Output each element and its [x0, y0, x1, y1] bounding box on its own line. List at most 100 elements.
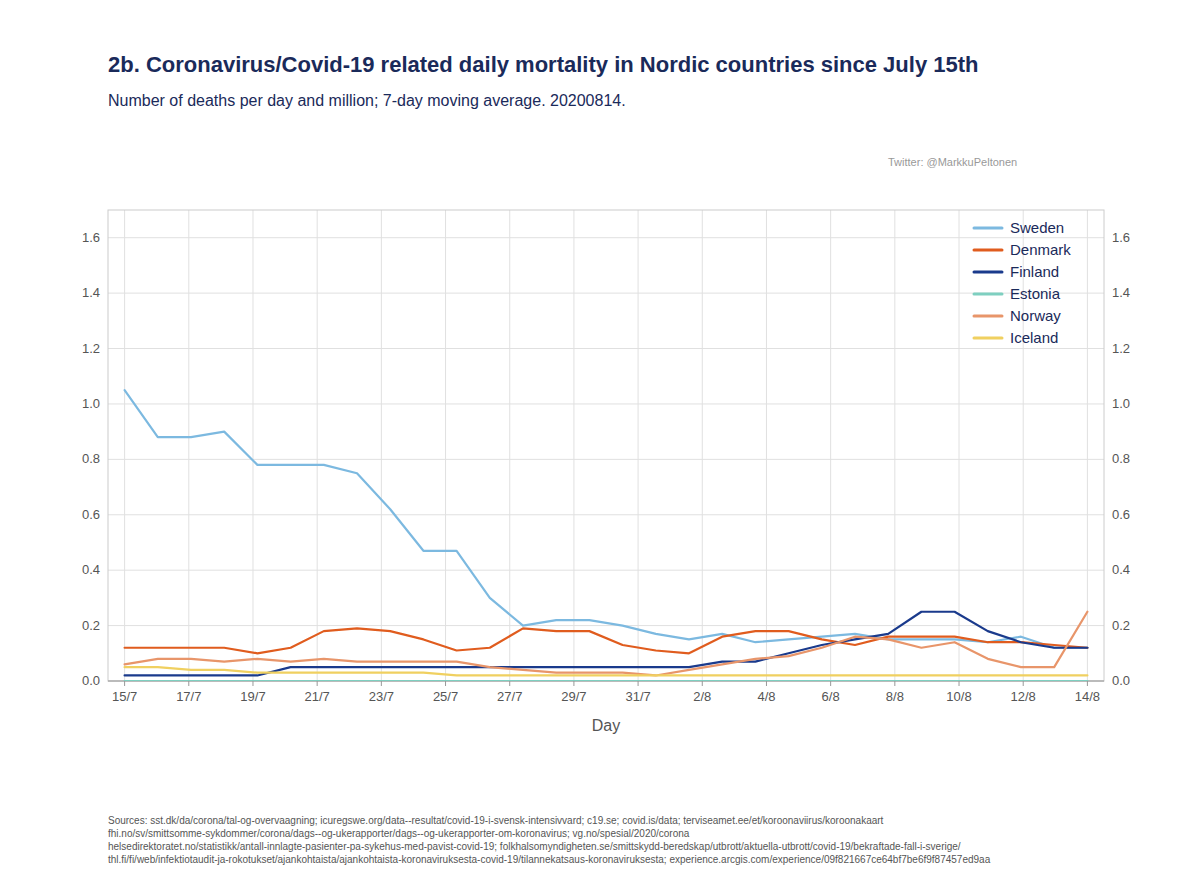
series-line — [125, 628, 1088, 653]
y-tick-label: 0.2 — [82, 618, 100, 633]
grid-line — [702, 210, 703, 681]
x-tick-label: 10/8 — [946, 689, 971, 704]
x-tick-label: 25/7 — [433, 689, 458, 704]
x-tick-label: 12/8 — [1011, 689, 1036, 704]
series-line — [125, 667, 1088, 675]
x-tick — [188, 681, 189, 686]
y2-tick-label: 0.8 — [1112, 451, 1130, 466]
series-line — [125, 390, 1088, 648]
x-tick-label: 19/7 — [240, 689, 265, 704]
sources-line: Sources: sst.dk/da/corona/tal-og-overvaa… — [108, 815, 884, 826]
grid-line — [108, 681, 1104, 682]
sources-line: thl.fi/fi/web/infektiotaudit-ja-rokotuks… — [108, 854, 991, 865]
grid-line — [108, 570, 1104, 571]
grid-line — [108, 293, 1104, 294]
grid-line — [108, 625, 1104, 626]
x-tick — [124, 681, 125, 686]
grid-line — [573, 210, 574, 681]
grid-line — [108, 348, 1104, 349]
grid-line — [124, 210, 125, 681]
legend: SwedenDenmarkFinlandEstoniaNorwayIceland — [974, 219, 1071, 346]
x-tick — [445, 681, 446, 686]
y-tick-label: 0.8 — [82, 451, 100, 466]
sources-line: fhi.no/sv/smittsomme-sykdommer/corona/da… — [108, 828, 690, 839]
y2-tick-label: 1.6 — [1112, 230, 1130, 245]
series-line — [125, 612, 1088, 676]
x-tick-label: 2/8 — [693, 689, 711, 704]
legend-label: Iceland — [1010, 329, 1058, 346]
chart: 2b. Coronavirus/Covid-19 related daily m… — [0, 0, 1200, 873]
grid-line — [830, 210, 831, 681]
x-tick — [894, 681, 895, 686]
grid-line — [894, 210, 895, 681]
grid-line — [1087, 210, 1088, 681]
grid-line — [252, 210, 253, 681]
x-axis-line — [108, 681, 1104, 682]
x-tick — [573, 681, 574, 686]
grid-line — [108, 403, 1104, 404]
x-tick — [766, 681, 767, 686]
grid-line — [445, 210, 446, 681]
series-line — [125, 612, 1088, 676]
grid-line — [108, 237, 1104, 238]
x-tick — [702, 681, 703, 686]
grid-line — [509, 210, 510, 681]
x-tick-label: 4/8 — [757, 689, 775, 704]
y2-tick-label: 1.4 — [1112, 285, 1130, 300]
series-group — [125, 390, 1088, 681]
legend-label: Estonia — [1010, 285, 1061, 302]
grid-line — [108, 459, 1104, 460]
y-tick-label: 1.6 — [82, 230, 100, 245]
x-tick — [959, 681, 960, 686]
legend-label: Sweden — [1010, 219, 1064, 236]
x-tick — [1023, 681, 1024, 686]
x-tick-label: 17/7 — [176, 689, 201, 704]
x-tick — [1087, 681, 1088, 686]
y-tick-label: 1.2 — [82, 341, 100, 356]
y-tick-label: 0.0 — [82, 673, 100, 688]
x-tick-label: 23/7 — [369, 689, 394, 704]
annotation: Twitter: @MarkkuPeltonen — [888, 156, 1017, 168]
legend-label: Norway — [1010, 307, 1061, 324]
x-tick — [509, 681, 510, 686]
grid-line — [108, 514, 1104, 515]
x-tick-label: 27/7 — [497, 689, 522, 704]
x-tick-label: 14/8 — [1075, 689, 1100, 704]
y2-tick-label: 0.4 — [1112, 562, 1130, 577]
y2-tick-label: 0.6 — [1112, 507, 1130, 522]
legend-swatch — [974, 271, 1002, 274]
y2-tick-label: 0.0 — [1112, 673, 1130, 688]
y-tick-label: 0.6 — [82, 507, 100, 522]
x-tick-label: 6/8 — [822, 689, 840, 704]
x-axis-label: Day — [592, 717, 620, 734]
background — [0, 0, 1200, 873]
x-tick-label: 31/7 — [625, 689, 650, 704]
legend-swatch — [974, 337, 1002, 340]
grid-line — [381, 210, 382, 681]
x-tick — [830, 681, 831, 686]
legend-swatch — [974, 315, 1002, 318]
y-tick-label: 1.4 — [82, 285, 100, 300]
series-line — [125, 680, 1088, 681]
grid-line — [766, 210, 767, 681]
legend-swatch — [974, 227, 1002, 230]
y2-tick-label: 1.0 — [1112, 396, 1130, 411]
sources: Sources: sst.dk/da/corona/tal-og-overvaa… — [108, 815, 991, 865]
x-tick-label: 8/8 — [886, 689, 904, 704]
grid-line — [317, 210, 318, 681]
grid-line — [638, 210, 639, 681]
x-tick — [638, 681, 639, 686]
x-tick-label: 21/7 — [305, 689, 330, 704]
legend-label: Denmark — [1010, 241, 1071, 258]
y-tick-label: 0.4 — [82, 562, 100, 577]
grid-line — [188, 210, 189, 681]
y2-tick-label: 1.2 — [1112, 341, 1130, 356]
grid-line — [959, 210, 960, 681]
x-tick — [317, 681, 318, 686]
grid-line — [1023, 210, 1024, 681]
grid — [108, 210, 1104, 681]
y-tick-label: 1.0 — [82, 396, 100, 411]
x-tick — [381, 681, 382, 686]
x-tick-label: 29/7 — [561, 689, 586, 704]
x-tick-label: 15/7 — [112, 689, 137, 704]
